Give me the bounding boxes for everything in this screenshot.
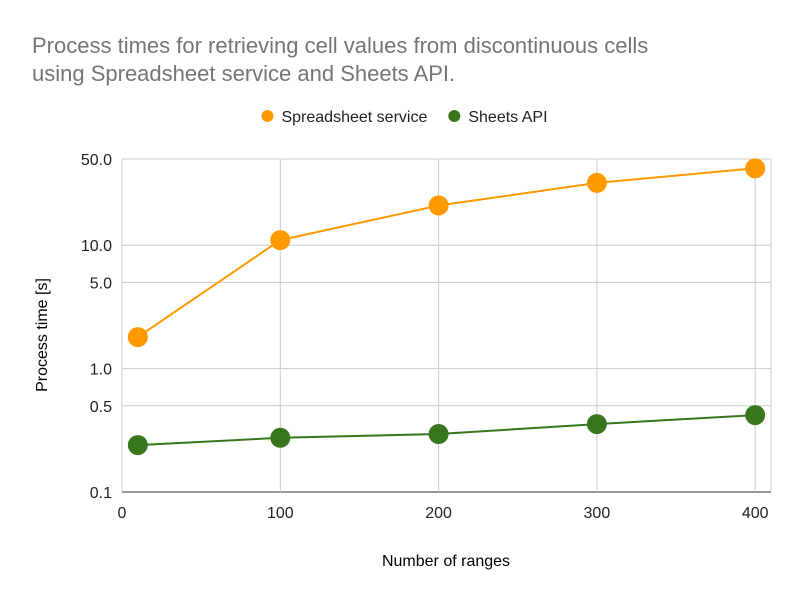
spreadsheet-service-line (137, 167, 756, 338)
x-axis-ticks: 0 100 200 300 400 (118, 505, 769, 522)
x-tick-label: 200 (425, 505, 452, 522)
chart-title-line-1: Process times for retrieving cell values… (32, 33, 649, 58)
y-tick-label: 1.0 (90, 362, 112, 379)
spreadsheet-service-point (586, 172, 607, 193)
x-tick-label: 400 (742, 505, 769, 522)
spreadsheet-service-point (270, 230, 291, 251)
chart-title: Process times for retrieving cell values… (32, 32, 772, 88)
x-tick-label: 300 (584, 505, 611, 522)
y-tick-label: 5.0 (90, 275, 112, 292)
legend-label-sheets-api: Sheets API (468, 109, 547, 126)
x-tick-label: 0 (118, 505, 127, 522)
series-points (127, 158, 766, 456)
spreadsheet-service-point (127, 327, 148, 348)
x-axis-title: Number of ranges (382, 553, 510, 570)
spreadsheet-service-point (428, 195, 449, 216)
x-tick-label: 100 (267, 505, 294, 522)
sheets-api-point (428, 424, 449, 445)
y-tick-label: 0.1 (90, 485, 112, 502)
y-tick-label: 10.0 (81, 238, 112, 255)
y-tick-label: 0.5 (90, 399, 112, 416)
spreadsheet-service-point (745, 158, 766, 179)
y-axis-title: Process time [s] (34, 278, 51, 392)
legend: Spreadsheet service Sheets API (261, 109, 548, 126)
legend-marker-sheets-api (448, 110, 461, 122)
y-axis-ticks: 0.1 0.5 1.0 5.0 10.0 50.0 (81, 152, 112, 502)
sheets-api-point (127, 435, 148, 456)
y-tick-label: 50.0 (81, 152, 112, 169)
legend-label-spreadsheet-service: Spreadsheet service (281, 109, 427, 126)
sheets-api-point (745, 405, 766, 426)
sheets-api-point (270, 427, 291, 448)
sheets-api-point (586, 414, 607, 435)
chart-title-line-2: using Spreadsheet service and Sheets API… (32, 61, 456, 86)
legend-marker-spreadsheet-service (261, 110, 274, 122)
